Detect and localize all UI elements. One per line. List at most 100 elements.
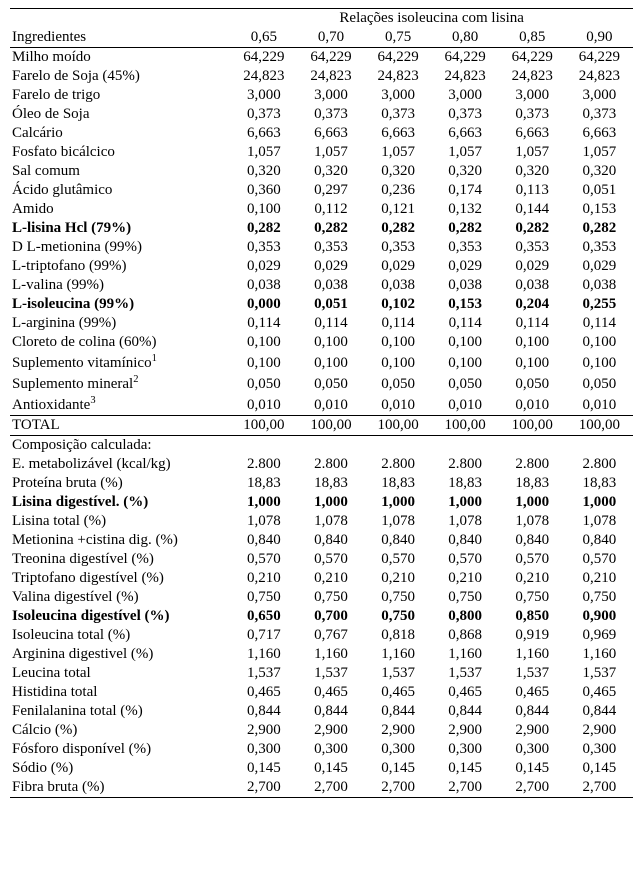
cell-value: 0,038 (365, 276, 432, 295)
cell-value: 2.800 (297, 455, 364, 474)
cell-value: 0,850 (499, 607, 566, 626)
cell-value: 0,300 (230, 740, 297, 759)
cell-value: 0,844 (566, 702, 633, 721)
cell-value: 0,050 (230, 373, 297, 394)
cell-value: 1,057 (566, 143, 633, 162)
cell-value: 0,570 (566, 550, 633, 569)
row-label: Suplemento vitamínico1 (10, 352, 230, 373)
cell-value: 0,100 (432, 333, 499, 352)
cell-value: 3,000 (432, 86, 499, 105)
cell-value: 1,078 (365, 512, 432, 531)
row-label: L-arginina (99%) (10, 314, 230, 333)
cell-value: 6,663 (566, 124, 633, 143)
header-row-ratios: Ingredientes 0,65 0,70 0,75 0,80 0,85 0,… (10, 28, 633, 48)
cell-value: 0,153 (432, 295, 499, 314)
cell-value: 0,373 (566, 105, 633, 124)
cell-value: 1,537 (432, 664, 499, 683)
row-label: E. metabolizável (kcal/kg) (10, 455, 230, 474)
table-row: L-isoleucina (99%)0,0000,0510,1020,1530,… (10, 295, 633, 314)
cell-value: 24,823 (297, 67, 364, 86)
cell-value: 0,051 (566, 181, 633, 200)
cell-value: 0,010 (297, 394, 364, 416)
row-label: Ácido glutâmico (10, 181, 230, 200)
cell-value: 0,050 (365, 373, 432, 394)
cell-value: 0,210 (432, 569, 499, 588)
cell-value: 0,840 (499, 531, 566, 550)
cell-value: 0,282 (432, 219, 499, 238)
cell-value: 24,823 (230, 67, 297, 86)
cell-value: 0,010 (499, 394, 566, 416)
cell-value: 1,160 (566, 645, 633, 664)
cell-value: 3,000 (297, 86, 364, 105)
cell-value: 1,000 (365, 493, 432, 512)
cell-value: 2,900 (566, 721, 633, 740)
cell-value: 1,078 (297, 512, 364, 531)
cell-value: 1,057 (432, 143, 499, 162)
cell-value: 64,229 (230, 48, 297, 68)
cell-value: 0,145 (432, 759, 499, 778)
cell-value: 0,360 (230, 181, 297, 200)
row-label: L-triptofano (99%) (10, 257, 230, 276)
table-row: Amido0,1000,1120,1210,1320,1440,153 (10, 200, 633, 219)
cell-value: 0,153 (566, 200, 633, 219)
table-row: L-triptofano (99%)0,0290,0290,0290,0290,… (10, 257, 633, 276)
cell-value: 6,663 (365, 124, 432, 143)
cell-value: 0,038 (297, 276, 364, 295)
cell-value: 0,320 (365, 162, 432, 181)
cell-value: 0,750 (432, 588, 499, 607)
cell-value: 0,750 (566, 588, 633, 607)
row-label: L-lisina Hcl (79%) (10, 219, 230, 238)
cell-value: 2.800 (230, 455, 297, 474)
cell-value: 1,057 (365, 143, 432, 162)
cell-value: 0,373 (499, 105, 566, 124)
cell-value: 24,823 (566, 67, 633, 86)
cell-value: 0,204 (499, 295, 566, 314)
table-row: Suplemento mineral20,0500,0500,0500,0500… (10, 373, 633, 394)
cell-value: 0,100 (499, 352, 566, 373)
cell-value: 0,300 (566, 740, 633, 759)
cell-value: 0,750 (365, 607, 432, 626)
cell-value: 0,100 (566, 352, 633, 373)
cell-value: 0,300 (297, 740, 364, 759)
cell-value: 0,050 (432, 373, 499, 394)
cell-value: 0,465 (432, 683, 499, 702)
cell-value: 0,844 (365, 702, 432, 721)
cell-value: 1,078 (566, 512, 633, 531)
table-row: Ácido glutâmico0,3600,2970,2360,1740,113… (10, 181, 633, 200)
cell-value: 0,570 (365, 550, 432, 569)
cell-value: 0,145 (365, 759, 432, 778)
cell-value: 0,650 (230, 607, 297, 626)
cell-value: 0,320 (297, 162, 364, 181)
cell-value: 0,114 (230, 314, 297, 333)
table-row: Cloreto de colina (60%)0,1000,1000,1000,… (10, 333, 633, 352)
cell-value: 0,320 (230, 162, 297, 181)
cell-value: 0,282 (566, 219, 633, 238)
row-label: Fosfato bicálcico (10, 143, 230, 162)
cell-value: 0,210 (566, 569, 633, 588)
cell-value: 0,100 (365, 333, 432, 352)
cell-value: 0,100 (230, 200, 297, 219)
row-label: D L-metionina (99%) (10, 238, 230, 257)
row-label: Farelo de trigo (10, 86, 230, 105)
cell-value: 2.800 (499, 455, 566, 474)
cell-value: 2,900 (432, 721, 499, 740)
ratio-col-0: 0,65 (230, 28, 297, 48)
cell-value: 0,145 (230, 759, 297, 778)
cell-value: 1,160 (297, 645, 364, 664)
cell-value: 0,029 (499, 257, 566, 276)
table-row: Suplemento vitamínico10,1000,1000,1000,1… (10, 352, 633, 373)
cell-value: 0,050 (297, 373, 364, 394)
cell-value: 0,236 (365, 181, 432, 200)
row-label: Sal comum (10, 162, 230, 181)
ratio-group-title: Relações isoleucina com lisina (230, 9, 633, 29)
cell-value: 24,823 (365, 67, 432, 86)
cell-value: 3,000 (230, 86, 297, 105)
cell-value: 0,300 (499, 740, 566, 759)
cell-value: 2.800 (432, 455, 499, 474)
cell-value: 0,570 (297, 550, 364, 569)
cell-value: 1,057 (499, 143, 566, 162)
footnote-marker: 3 (90, 395, 95, 406)
row-label: Lisina total (%) (10, 512, 230, 531)
row-label: Farelo de Soja (45%) (10, 67, 230, 86)
row-label: Proteína bruta (%) (10, 474, 230, 493)
